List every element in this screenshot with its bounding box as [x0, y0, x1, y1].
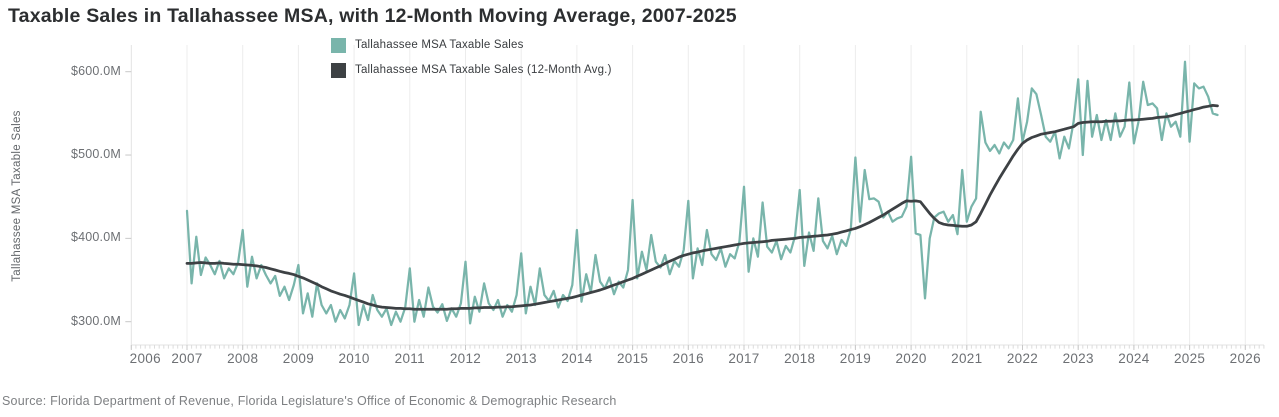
y-tick-label: $300.0M [70, 313, 121, 328]
x-axis-minor-ticks [130, 345, 1265, 349]
x-tick-label: 2019 [839, 351, 871, 366]
x-tick-label: 2006 [129, 351, 161, 366]
legend-label-average: Tallahassee MSA Taxable Sales (12-Month … [355, 64, 612, 76]
x-tick-label: 2007 [171, 351, 203, 366]
x-tick-label: 2020 [895, 351, 927, 366]
x-tick-label: 2009 [282, 351, 314, 366]
chart-title: Taxable Sales in Tallahassee MSA, with 1… [8, 5, 737, 27]
x-tick-label: 2026 [1229, 351, 1261, 366]
x-tick-label: 2024 [1118, 351, 1150, 366]
x-tick-label: 2015 [616, 351, 649, 366]
series-line-12-month-average [185, 104, 1219, 311]
series-line-monthly-sales [185, 60, 1219, 327]
legend-label-monthly: Tallahassee MSA Taxable Sales [355, 39, 524, 51]
x-tick-label: 2022 [1006, 351, 1039, 366]
x-tick-label: 2017 [728, 351, 760, 366]
x-tick-label: 2014 [561, 351, 593, 366]
legend-item-average: Tallahassee MSA Taxable Sales (12-Month … [331, 62, 612, 78]
source-note: Source: Florida Department of Revenue, F… [2, 394, 617, 408]
y-tick-label: $400.0M [70, 230, 121, 245]
y-tick-label: $600.0M [70, 63, 121, 78]
legend: Tallahassee MSA Taxable Sales Tallahasse… [331, 37, 612, 87]
legend-swatch-monthly-icon [331, 37, 346, 53]
x-tick-label: 2012 [449, 351, 482, 366]
x-tick-label: 2021 [951, 351, 983, 366]
x-tick-label: 2013 [505, 351, 537, 366]
y-tick-label: $500.0M [70, 147, 121, 162]
x-tick-label: 2010 [338, 351, 370, 366]
x-tick-label: 2011 [394, 351, 425, 366]
x-tick-label: 2016 [672, 351, 704, 366]
x-tick-label: 2018 [784, 351, 816, 366]
legend-item-monthly: Tallahassee MSA Taxable Sales [331, 37, 612, 53]
x-tick-label: 2025 [1173, 351, 1206, 366]
x-tick-label: 2023 [1062, 351, 1094, 366]
legend-swatch-average-icon [331, 62, 346, 78]
x-tick-label: 2008 [227, 351, 259, 366]
y-axis-title: Tallahassee MSA Taxable Sales [11, 110, 23, 282]
